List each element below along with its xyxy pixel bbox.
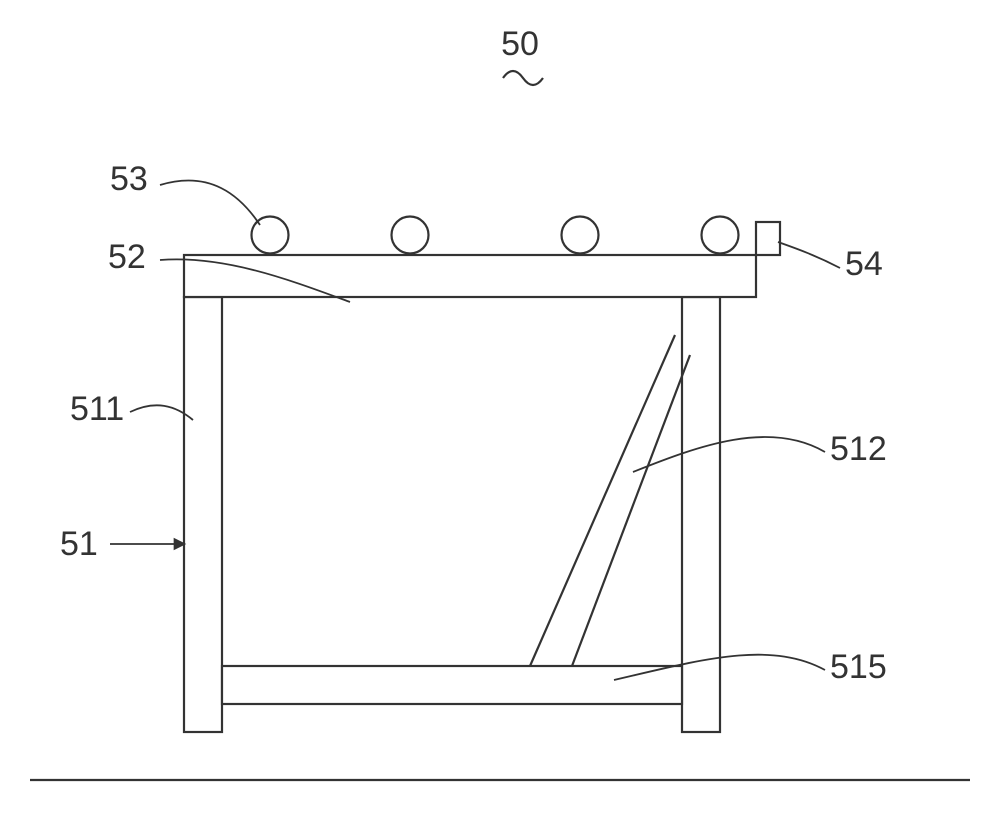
svg-text:50: 50 [501, 25, 539, 63]
svg-text:512: 512 [830, 430, 887, 468]
svg-text:515: 515 [830, 648, 887, 686]
svg-text:52: 52 [108, 238, 146, 276]
svg-text:54: 54 [845, 245, 883, 283]
svg-text:51: 51 [60, 525, 98, 563]
svg-text:53: 53 [110, 160, 148, 198]
svg-text:511: 511 [70, 390, 124, 428]
